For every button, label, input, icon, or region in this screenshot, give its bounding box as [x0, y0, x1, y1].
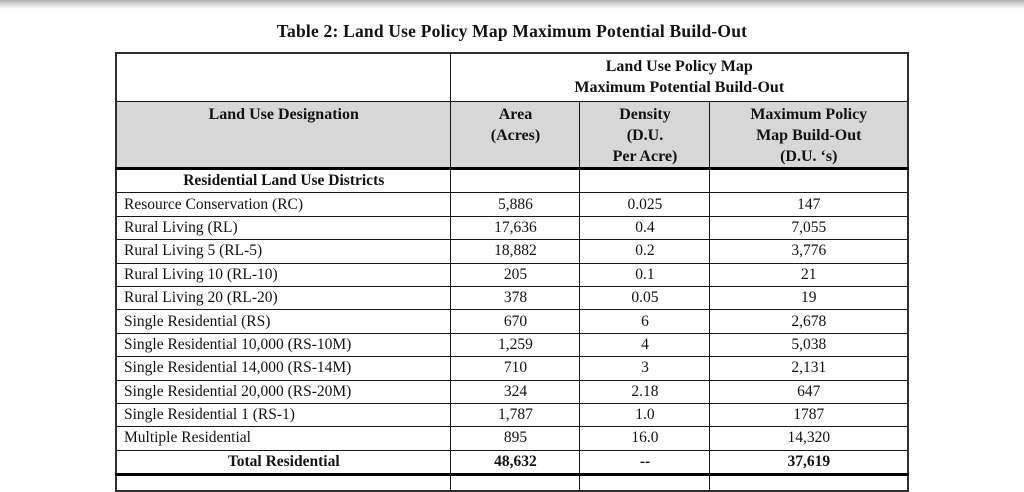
- col-header-area: Area (Acres): [450, 101, 581, 170]
- cell-area: 710: [450, 356, 581, 381]
- table-row: Rural Living 20 (RL-20) 378 0.05 19: [115, 285, 909, 311]
- cell-buildout: 7,055: [709, 215, 909, 241]
- table-row: Single Residential 20,000 (RS-20M) 324 2…: [115, 379, 909, 404]
- header-row-columns: Land Use Designation Area (Acres) Densit…: [115, 101, 909, 170]
- cell-designation: Single Residential 10,000 (RS-10M): [115, 332, 452, 358]
- cell-buildout: 19: [709, 285, 909, 311]
- table-row: Rural Living 5 (RL-5) 18,882 0.2 3,776: [115, 239, 909, 264]
- total-density: --: [579, 449, 711, 477]
- empty-cell: [450, 474, 581, 492]
- section-header-row: Residential Land Use Districts: [115, 167, 909, 194]
- cell-designation: Single Residential 14,000 (RS-14M): [115, 356, 452, 381]
- cell-buildout: 14,320: [709, 426, 909, 451]
- empty-cell: [115, 474, 452, 492]
- cell-designation: Rural Living 5 (RL-5): [115, 239, 452, 264]
- cell-area: 670: [450, 309, 581, 334]
- empty-cell: [579, 474, 711, 492]
- cell-designation: Rural Living (RL): [115, 215, 452, 241]
- total-buildout: 37,619: [709, 449, 909, 477]
- cell-buildout: 5,038: [709, 332, 909, 358]
- cell-density: 0.2: [579, 239, 711, 264]
- empty-cell: [709, 167, 909, 194]
- empty-cell: [709, 474, 909, 492]
- table-row: Single Residential 10,000 (RS-10M) 1,259…: [115, 332, 909, 358]
- buildout-table: Land Use Policy Map Maximum Potential Bu…: [114, 52, 910, 492]
- cell-density: 6: [579, 309, 711, 334]
- cell-density: 0.1: [579, 262, 711, 287]
- cell-buildout: 2,678: [709, 309, 909, 334]
- cell-buildout: 2,131: [709, 356, 909, 381]
- cell-area: 1,787: [450, 402, 581, 428]
- page-top-edge-strip: [0, 0, 1024, 9]
- col-header-designation: Land Use Designation: [115, 101, 452, 170]
- cell-buildout: 21: [709, 262, 909, 287]
- cell-designation: Resource Conservation (RC): [115, 192, 452, 217]
- table-row: Resource Conservation (RC) 5,886 0.025 1…: [115, 192, 909, 217]
- table-title: Table 2: Land Use Policy Map Maximum Pot…: [276, 21, 748, 41]
- table-row: Single Residential 1 (RS-1) 1,787 1.0 17…: [115, 402, 909, 428]
- cell-area: 205: [450, 262, 581, 287]
- table-row: Rural Living (RL) 17,636 0.4 7,055: [115, 215, 909, 241]
- cell-density: 0.05: [579, 285, 711, 311]
- total-area: 48,632: [450, 449, 581, 477]
- cell-area: 324: [450, 379, 581, 404]
- cell-density: 3: [579, 356, 711, 381]
- cutoff-row: [115, 474, 909, 492]
- cell-designation: Single Residential 1 (RS-1): [115, 402, 452, 428]
- table-row: Multiple Residential 895 16.0 14,320: [115, 426, 909, 451]
- col-header-density: Density (D.U. Per Acre): [579, 101, 711, 170]
- cell-area: 1,259: [450, 332, 581, 358]
- cell-buildout: 647: [709, 379, 909, 404]
- section-header-label: Residential Land Use Districts: [115, 167, 452, 194]
- table-row: Single Residential 14,000 (RS-14M) 710 3…: [115, 356, 909, 381]
- cell-area: 895: [450, 426, 581, 451]
- table-row: Single Residential (RS) 670 6 2,678: [115, 309, 909, 334]
- col-header-max-buildout: Maximum Policy Map Build-Out (D.U. ‘s): [709, 101, 909, 170]
- cell-density: 0.4: [579, 215, 711, 241]
- cell-buildout: 1787: [709, 402, 909, 428]
- total-label: Total Residential: [115, 449, 452, 477]
- cell-density: 4: [579, 332, 711, 358]
- cell-designation: Single Residential (RS): [115, 309, 452, 334]
- cell-area: 378: [450, 285, 581, 311]
- cell-designation: Rural Living 20 (RL-20): [115, 285, 452, 311]
- cell-density: 1.0: [579, 402, 711, 428]
- table-row: Rural Living 10 (RL-10) 205 0.1 21: [115, 262, 909, 287]
- cell-area: 5,886: [450, 192, 581, 217]
- header-policy-map-span: Land Use Policy Map Maximum Potential Bu…: [450, 52, 909, 102]
- header-empty-cell: [115, 52, 452, 102]
- empty-cell: [579, 167, 711, 194]
- cell-buildout: 147: [709, 192, 909, 217]
- cell-area: 18,882: [450, 239, 581, 264]
- cell-area: 17,636: [450, 215, 581, 241]
- total-row: Total Residential 48,632 -- 37,619: [115, 449, 909, 477]
- empty-cell: [450, 167, 581, 194]
- cell-designation: Multiple Residential: [115, 426, 452, 451]
- cell-designation: Rural Living 10 (RL-10): [115, 262, 452, 287]
- cell-buildout: 3,776: [709, 239, 909, 264]
- header-row-top: Land Use Policy Map Maximum Potential Bu…: [115, 52, 909, 102]
- cell-density: 0.025: [579, 192, 711, 217]
- cell-density: 16.0: [579, 426, 711, 451]
- cell-density: 2.18: [579, 379, 711, 404]
- cell-designation: Single Residential 20,000 (RS-20M): [115, 379, 452, 404]
